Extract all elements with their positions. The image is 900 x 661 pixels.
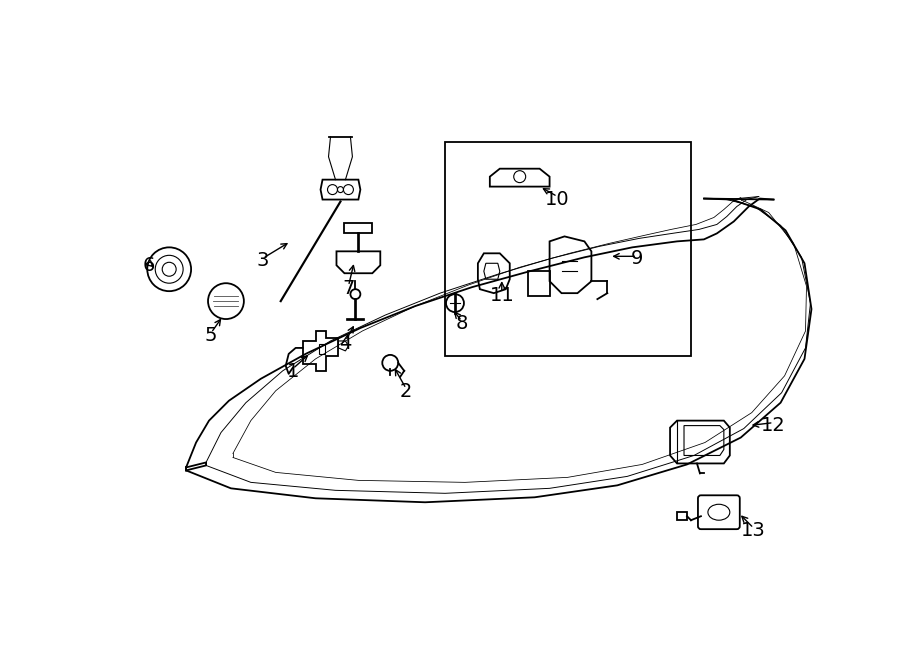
Text: 6: 6	[143, 256, 156, 275]
Text: 13: 13	[742, 521, 766, 540]
Text: 5: 5	[205, 326, 217, 345]
Text: 8: 8	[455, 314, 468, 333]
Text: 7: 7	[342, 279, 355, 298]
Bar	[445, 142, 691, 356]
Text: 4: 4	[339, 334, 352, 353]
Text: 1: 1	[286, 362, 299, 381]
Text: 3: 3	[256, 251, 269, 270]
Text: 11: 11	[490, 286, 514, 305]
Text: 12: 12	[761, 416, 786, 434]
Text: 10: 10	[545, 190, 570, 208]
Text: 2: 2	[400, 381, 412, 401]
Text: 9: 9	[631, 249, 644, 268]
